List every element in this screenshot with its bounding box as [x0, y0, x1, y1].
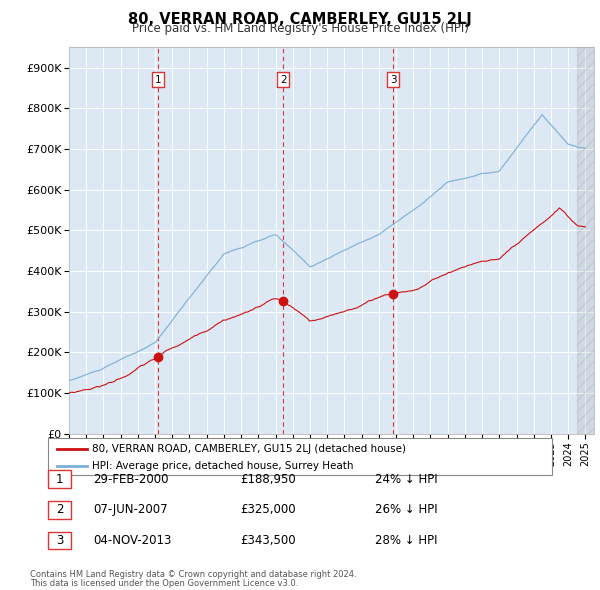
Text: Price paid vs. HM Land Registry's House Price Index (HPI): Price paid vs. HM Land Registry's House … — [131, 22, 469, 35]
Text: Contains HM Land Registry data © Crown copyright and database right 2024.: Contains HM Land Registry data © Crown c… — [30, 571, 356, 579]
Text: £343,500: £343,500 — [240, 534, 296, 547]
Text: 2: 2 — [56, 503, 63, 516]
Text: 28% ↓ HPI: 28% ↓ HPI — [375, 534, 437, 547]
Text: 26% ↓ HPI: 26% ↓ HPI — [375, 503, 437, 516]
Text: 1: 1 — [155, 75, 161, 85]
Text: HPI: Average price, detached house, Surrey Heath: HPI: Average price, detached house, Surr… — [92, 461, 353, 471]
Text: 07-JUN-2007: 07-JUN-2007 — [93, 503, 167, 516]
Text: 29-FEB-2000: 29-FEB-2000 — [93, 473, 169, 486]
Text: 3: 3 — [56, 534, 63, 547]
Bar — [577, 47, 594, 434]
Text: 24% ↓ HPI: 24% ↓ HPI — [375, 473, 437, 486]
Text: 3: 3 — [390, 75, 397, 85]
Text: 2: 2 — [280, 75, 286, 85]
Text: 80, VERRAN ROAD, CAMBERLEY, GU15 2LJ: 80, VERRAN ROAD, CAMBERLEY, GU15 2LJ — [128, 12, 472, 27]
Text: 1: 1 — [56, 473, 63, 486]
Text: This data is licensed under the Open Government Licence v3.0.: This data is licensed under the Open Gov… — [30, 579, 298, 588]
Text: 04-NOV-2013: 04-NOV-2013 — [93, 534, 172, 547]
Text: £325,000: £325,000 — [240, 503, 296, 516]
Text: 80, VERRAN ROAD, CAMBERLEY, GU15 2LJ (detached house): 80, VERRAN ROAD, CAMBERLEY, GU15 2LJ (de… — [92, 444, 406, 454]
Text: £188,950: £188,950 — [240, 473, 296, 486]
